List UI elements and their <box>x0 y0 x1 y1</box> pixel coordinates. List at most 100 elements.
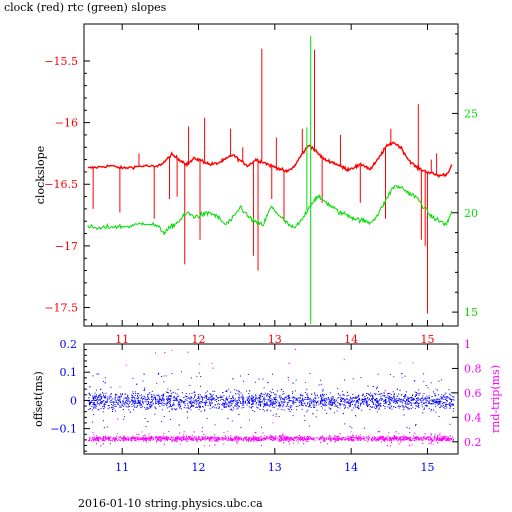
point-offset <box>407 401 409 403</box>
point-rnd-trip <box>152 439 154 441</box>
point-offset <box>452 408 454 409</box>
point-offset <box>376 398 378 400</box>
point-offset <box>100 393 102 395</box>
point-rnd-trip <box>356 437 358 439</box>
point-offset <box>222 404 224 406</box>
point-rnd-trip <box>438 434 440 436</box>
point-rnd-trip <box>302 439 304 441</box>
point-rnd-trip <box>200 438 202 440</box>
point-offset <box>381 397 383 399</box>
point-offset <box>363 403 365 405</box>
point-rnd-trip <box>186 436 188 438</box>
point-offset <box>354 397 356 399</box>
point-offset <box>93 407 95 409</box>
point-rnd-trip <box>218 437 220 439</box>
point-offset <box>236 405 238 407</box>
point-offset <box>252 403 254 405</box>
point-rnd-trip <box>214 444 216 446</box>
point-offset <box>372 406 374 408</box>
point-offset <box>238 398 240 400</box>
point-offset <box>292 400 294 402</box>
point-offset <box>331 402 333 404</box>
point-offset <box>431 408 432 410</box>
point-offset <box>261 401 263 403</box>
point-rnd-trip <box>114 439 116 441</box>
point-offset <box>188 393 190 395</box>
point-offset <box>389 403 391 405</box>
point-rnd-trip <box>442 439 444 441</box>
point-offset <box>248 406 250 408</box>
point-rnd-trip <box>427 437 429 439</box>
point-rnd-trip <box>380 441 382 443</box>
point-offset <box>198 403 200 405</box>
point-offset <box>212 405 214 407</box>
point-offset <box>359 398 360 399</box>
point-rnd-trip <box>209 440 211 442</box>
point-rnd-trip <box>252 435 254 437</box>
point-offset <box>289 400 291 402</box>
point-offset <box>307 395 309 397</box>
point-offset <box>449 406 451 408</box>
point-offset <box>399 399 401 401</box>
point-offset <box>147 394 148 396</box>
point-rnd-trip <box>402 439 404 441</box>
point-rnd-trip <box>221 437 223 438</box>
point-offset <box>94 400 96 402</box>
point-rnd-trip <box>203 445 205 447</box>
point-offset <box>412 399 414 401</box>
point-offset <box>446 396 448 397</box>
point-rnd-trip <box>305 382 306 383</box>
point-rnd-trip <box>444 438 446 440</box>
point-offset <box>372 396 374 398</box>
point-rnd-trip <box>215 436 217 438</box>
point-offset <box>193 401 195 403</box>
point-rnd-trip <box>176 438 178 440</box>
point-offset <box>339 403 341 405</box>
point-offset <box>418 402 420 404</box>
point-offset <box>368 404 370 405</box>
point-offset <box>93 399 95 401</box>
point-rnd-trip <box>409 432 411 433</box>
point-offset <box>400 394 402 396</box>
point-offset <box>139 401 141 403</box>
point-offset <box>260 396 262 398</box>
point-offset <box>370 395 372 397</box>
point-offset <box>104 407 106 409</box>
point-offset <box>158 372 160 374</box>
point-offset <box>112 405 114 407</box>
point-offset <box>261 426 262 428</box>
point-rnd-trip <box>378 439 380 441</box>
point-rnd-trip <box>275 438 276 440</box>
point-offset <box>438 403 440 405</box>
point-rnd-trip <box>175 440 177 442</box>
point-rnd-trip <box>388 432 390 434</box>
point-offset <box>452 404 454 406</box>
point-offset <box>233 400 235 402</box>
point-rnd-trip <box>352 435 354 437</box>
point-rnd-trip <box>339 407 341 409</box>
point-offset <box>357 398 359 400</box>
point-rnd-trip <box>262 438 264 439</box>
point-offset <box>165 375 167 377</box>
point-offset <box>446 400 448 402</box>
point-offset <box>440 398 442 400</box>
point-offset <box>389 373 391 375</box>
point-rnd-trip <box>243 438 245 439</box>
point-offset <box>307 396 309 398</box>
point-offset <box>208 398 210 400</box>
point-offset <box>252 401 254 402</box>
point-offset <box>230 402 232 404</box>
point-offset <box>436 401 438 403</box>
point-rnd-trip <box>139 438 141 440</box>
point-offset <box>189 385 191 386</box>
point-offset <box>152 403 154 405</box>
point-offset <box>264 404 266 406</box>
top-series-layer <box>87 35 453 325</box>
point-rnd-trip <box>433 439 435 441</box>
point-rnd-trip <box>163 375 165 377</box>
point-offset <box>342 413 344 415</box>
point-rnd-trip <box>416 436 418 438</box>
point-offset <box>412 406 414 408</box>
point-offset <box>304 399 306 401</box>
point-offset <box>384 406 386 407</box>
